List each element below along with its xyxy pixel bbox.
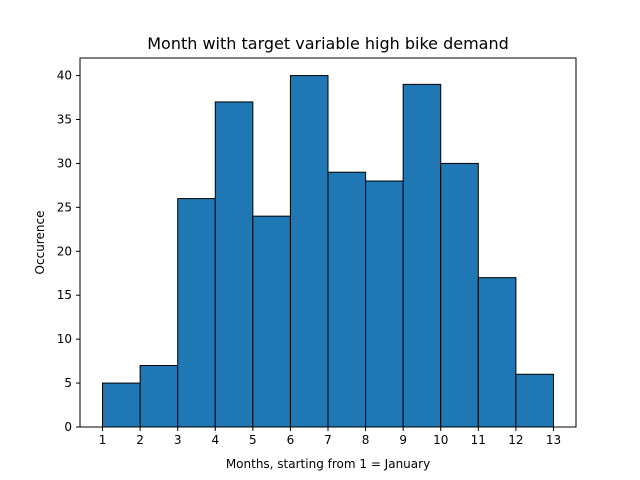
x-tick-label: 8 [362,433,370,447]
bar-2 [139,365,179,428]
y-tick-label: 20 [57,244,72,258]
x-tick-label: 3 [174,433,182,447]
bar-5 [252,215,291,428]
y-tick-label: 0 [64,420,72,434]
x-tick-label: 2 [136,433,144,447]
y-tick-label: 25 [57,200,72,214]
bar-9 [402,83,442,428]
bar-6 [289,75,329,428]
y-tick-label: 5 [64,376,72,390]
bar-11 [477,277,517,428]
bar-8 [365,180,404,428]
x-tick-label: 7 [324,433,332,447]
y-tick-label: 15 [57,288,72,302]
y-tick-label: 40 [57,69,72,83]
x-tick-label: 10 [433,433,448,447]
x-tick-label: 12 [508,433,523,447]
bar-12 [515,373,554,428]
bar-3 [177,198,216,428]
y-axis: 0 5 10 15 20 25 30 35 40 [57,69,80,434]
y-axis-label: Occurence [33,211,47,275]
chart-title: Month with target variable high bike dem… [147,34,509,53]
bar-4 [214,101,254,428]
x-tick-label: 6 [287,433,295,447]
x-tick-label: 11 [471,433,486,447]
x-axis: 1 2 3 4 5 6 7 8 9 10 11 12 13 [99,427,561,447]
bar-1 [102,382,141,428]
x-axis-label: Months, starting from 1 = January [226,457,430,471]
y-tick-label: 30 [57,156,72,170]
bar-7 [327,171,367,428]
x-tick-label: 5 [249,433,257,447]
x-tick-label: 1 [99,433,107,447]
y-tick-label: 35 [57,113,72,127]
bar-10 [440,162,479,428]
x-tick-label: 4 [211,433,219,447]
x-tick-label: 13 [546,433,561,447]
x-tick-label: 9 [399,433,407,447]
bars-layer [102,75,554,428]
y-tick-label: 10 [57,332,72,346]
